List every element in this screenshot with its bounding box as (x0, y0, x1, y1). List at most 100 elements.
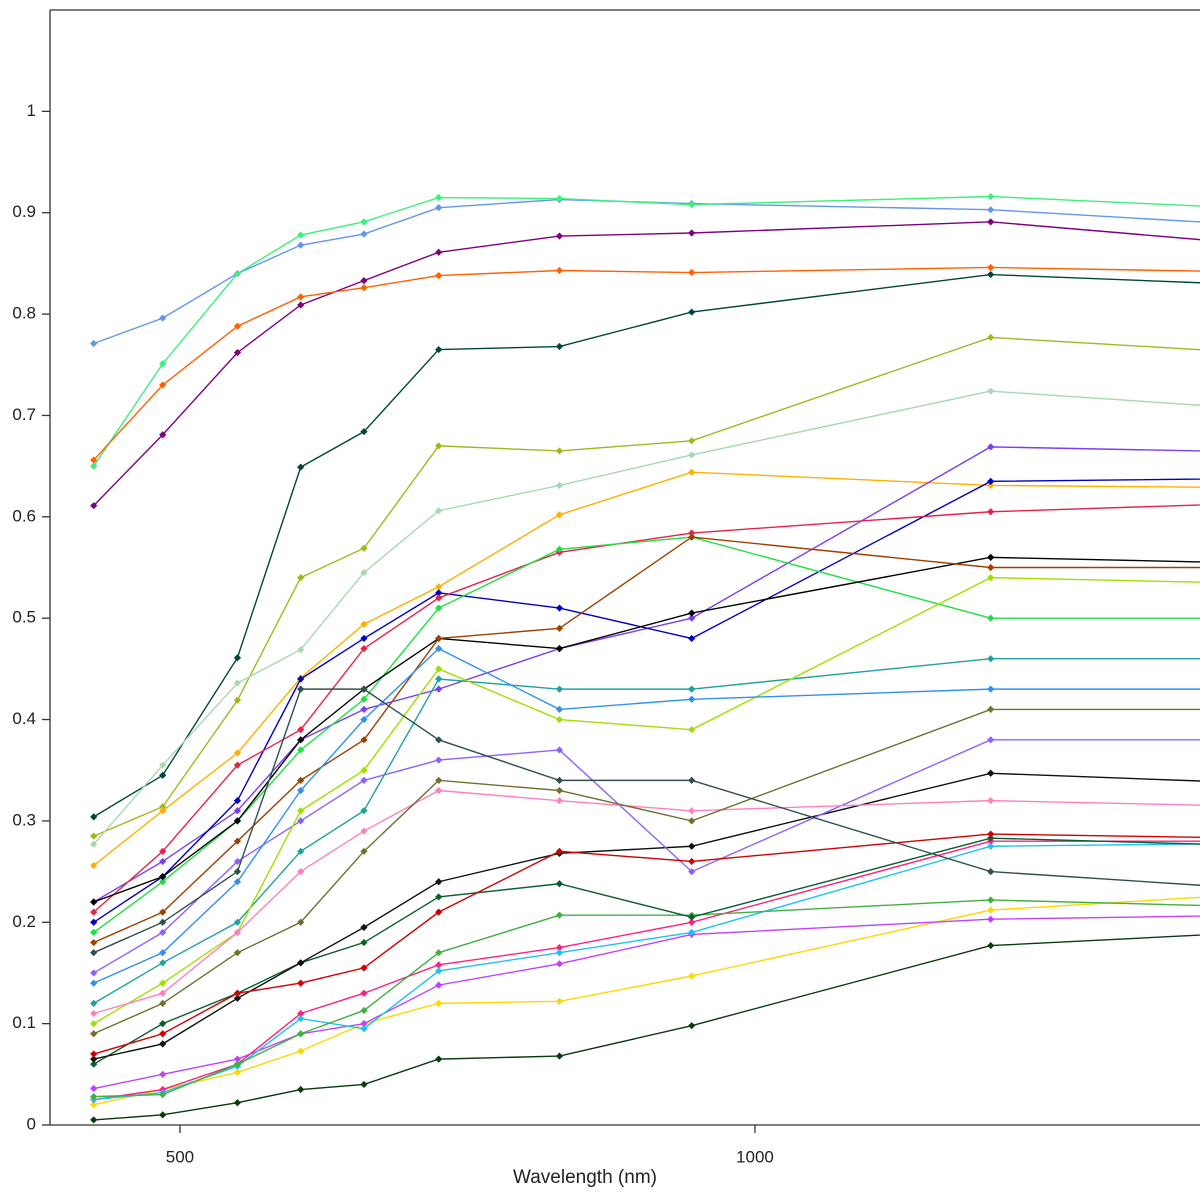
data-point (90, 1101, 98, 1109)
data-point (360, 1006, 368, 1015)
data-point (297, 867, 305, 876)
data-point (360, 807, 368, 815)
data-point (297, 1014, 305, 1023)
data-point (233, 349, 242, 357)
data-point (360, 1080, 368, 1089)
data-point (555, 786, 564, 795)
data-point (360, 1025, 368, 1033)
data-point (688, 201, 696, 209)
data-point (987, 614, 995, 622)
data-point (90, 928, 98, 937)
data-point (555, 232, 564, 240)
data-point (360, 736, 368, 744)
data-point (555, 481, 564, 489)
data-point (159, 314, 167, 322)
series-line (93, 266, 1200, 461)
data-point (987, 333, 995, 342)
data-point (90, 979, 98, 987)
data-point (159, 847, 167, 855)
data-point (297, 231, 305, 239)
data-point (90, 832, 98, 840)
data-point (435, 594, 443, 602)
data-point (297, 786, 305, 795)
data-point (159, 979, 167, 987)
data-point (987, 477, 995, 485)
data-point (688, 1022, 696, 1030)
y-tick-label: 0.5 (12, 608, 36, 627)
data-point (297, 1030, 305, 1038)
data-point (688, 918, 696, 926)
data-point (360, 695, 368, 703)
data-point (297, 646, 305, 654)
data-point (688, 229, 696, 237)
data-point (435, 665, 443, 673)
y-tick-label: 0.6 (12, 506, 36, 525)
series-line (93, 708, 1200, 1035)
series-line (93, 536, 1200, 933)
x-axis-label: Wavelength (nm) (513, 1167, 657, 1188)
data-point (435, 736, 443, 744)
data-point (90, 1020, 98, 1028)
data-point (987, 270, 995, 279)
y-tick-label: 1 (27, 101, 36, 120)
data-point (555, 997, 564, 1005)
data-point (555, 944, 564, 952)
data-point (688, 807, 696, 815)
data-point (555, 447, 564, 455)
data-point (360, 776, 368, 784)
data-point (987, 842, 995, 850)
data-point (90, 918, 98, 926)
data-point (360, 428, 368, 436)
data-point (435, 893, 443, 901)
data-point (297, 726, 305, 734)
data-point (435, 644, 443, 653)
data-point (688, 609, 696, 617)
data-point (555, 685, 564, 693)
data-point (555, 644, 564, 653)
data-point (555, 511, 564, 519)
data-point (159, 949, 167, 957)
data-point (159, 878, 167, 886)
data-point (435, 271, 443, 280)
data-point (233, 994, 242, 1002)
data-point (360, 1020, 368, 1028)
data-point (360, 544, 368, 552)
data-point (987, 387, 995, 395)
series-line (93, 658, 1200, 1004)
data-point (233, 322, 242, 330)
data-point (555, 847, 564, 855)
data-point (297, 463, 305, 471)
x-tick-label: 500 (166, 1147, 194, 1166)
y-tick-label: 0.3 (12, 810, 36, 829)
data-point (360, 685, 368, 693)
data-point (987, 769, 995, 777)
data-point (360, 923, 368, 931)
data-point (555, 266, 564, 275)
data-point (233, 989, 242, 997)
data-point (233, 857, 242, 866)
data-point (987, 915, 995, 923)
data-point (688, 867, 696, 876)
data-point (297, 959, 305, 967)
data-point (435, 583, 443, 591)
data-point (90, 999, 98, 1007)
data-point (233, 1055, 242, 1063)
data-point (360, 568, 368, 577)
data-point (688, 614, 696, 622)
data-point (435, 589, 443, 597)
data-point (90, 938, 98, 947)
data-point (555, 705, 564, 714)
data-point (159, 908, 167, 916)
data-point (297, 1009, 305, 1018)
data-point (297, 736, 305, 744)
data-point (90, 339, 98, 348)
data-point (90, 1055, 98, 1063)
data-point (688, 308, 696, 316)
data-point (435, 248, 443, 256)
data-point (555, 715, 564, 724)
data-point (297, 293, 305, 301)
y-tick-label: 0.1 (12, 1013, 36, 1032)
data-point (688, 437, 696, 445)
data-point (555, 960, 564, 968)
series-line (93, 843, 1200, 1101)
